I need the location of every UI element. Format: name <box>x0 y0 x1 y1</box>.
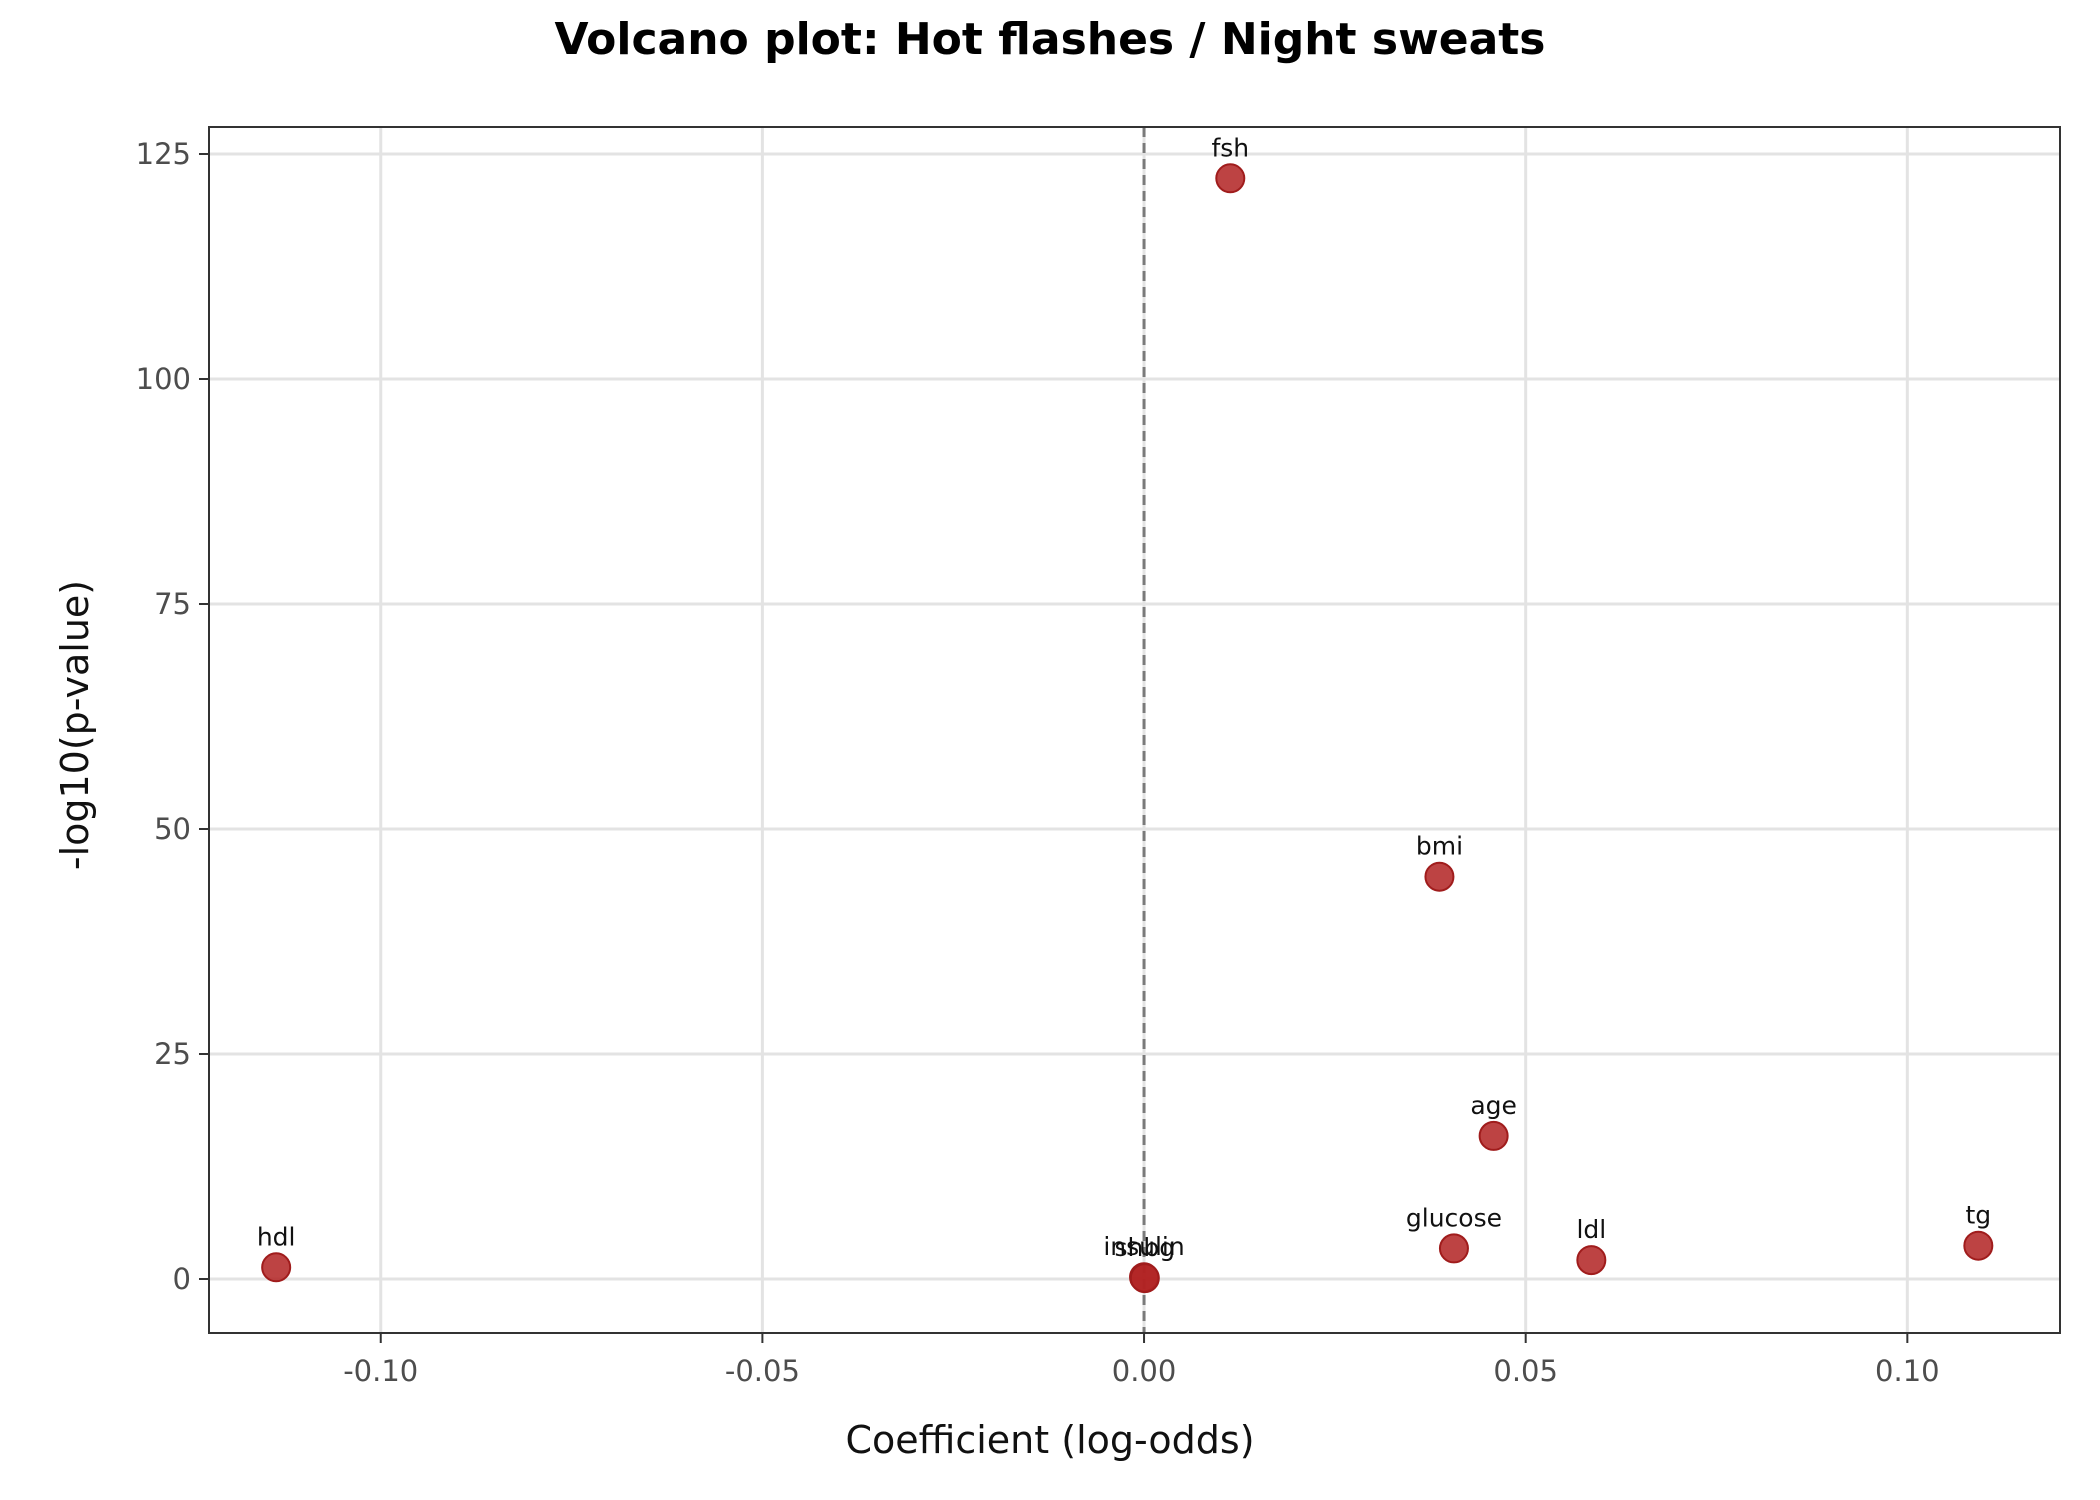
data-point-hdl <box>261 1252 292 1283</box>
x-axis-ticks: -0.10 -0.05 0.00 0.05 0.10 <box>343 1333 1940 1388</box>
y-tick-label: 100 <box>136 362 191 396</box>
y-tick-label: 25 <box>154 1037 191 1071</box>
chart-title: Volcano plot: Hot flashes / Night sweats <box>554 14 1546 65</box>
point-label-insulin: insulin <box>1103 1232 1184 1261</box>
data-point-shbg <box>1129 1263 1160 1294</box>
x-axis-label: Coefficient (log-odds) <box>845 1418 1255 1462</box>
data-point-glucose <box>1438 1233 1469 1264</box>
x-tick-label: 0.00 <box>1112 1354 1177 1388</box>
point-label-bmi: bmi <box>1416 832 1463 861</box>
point-label-ldl: ldl <box>1576 1215 1606 1244</box>
data-point-fsh <box>1215 163 1246 194</box>
y-tick-label: 50 <box>154 812 191 846</box>
y-tick-label: 75 <box>154 587 191 621</box>
point-label-age: age <box>1470 1091 1517 1120</box>
y-axis-ticks: 0 25 50 75 100 125 <box>136 137 209 1296</box>
grid-lines <box>209 127 2060 1333</box>
point-label-tg: tg <box>1965 1201 1991 1230</box>
x-tick-label: 0.10 <box>1875 1354 1940 1388</box>
data-point-age <box>1478 1120 1509 1151</box>
point-label-shbg: shbg <box>1114 1233 1175 1262</box>
data-points <box>261 163 1994 1294</box>
x-tick-label: 0.05 <box>1493 1354 1558 1388</box>
x-tick-label: -0.05 <box>725 1354 800 1388</box>
y-axis-label: -log10(p-value) <box>53 579 97 871</box>
data-point-tg <box>1963 1230 1994 1261</box>
point-label-glucose: glucose <box>1406 1203 1502 1232</box>
point-label-fsh: fsh <box>1211 133 1249 162</box>
y-tick-label: 125 <box>136 137 191 171</box>
data-point-ldl <box>1576 1245 1607 1276</box>
y-tick-label: 0 <box>173 1262 191 1296</box>
plot-panel-border <box>208 126 2061 1334</box>
x-tick-label: -0.10 <box>343 1354 418 1388</box>
point-label-hdl: hdl <box>257 1222 296 1251</box>
data-point-bmi <box>1424 861 1455 892</box>
